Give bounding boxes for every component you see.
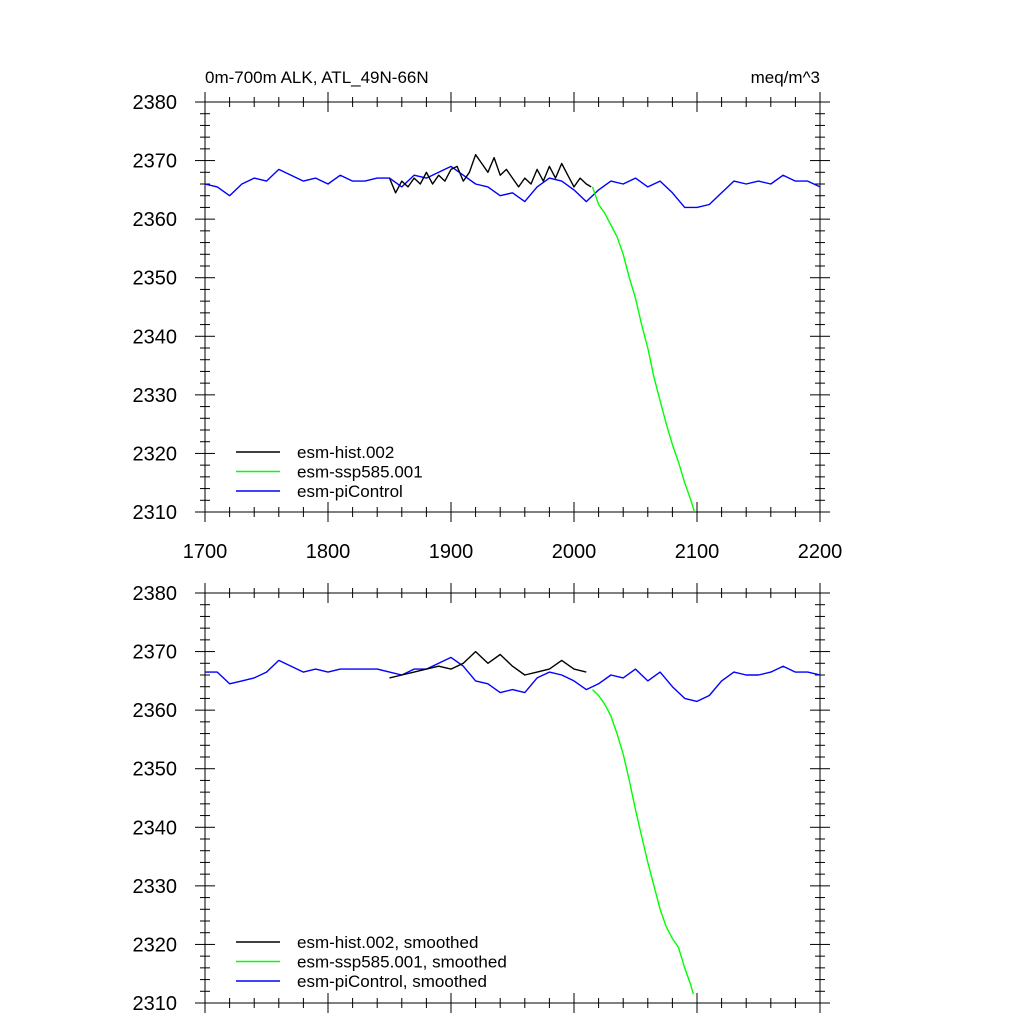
panel-1-x-tick-label: 1700 — [183, 541, 228, 563]
panel-1-y-tick-label: 2380 — [133, 92, 178, 114]
panel-2-series-line-3 — [205, 656, 820, 703]
panel-1-legend-label-3: esm-piControl — [297, 482, 403, 501]
panel-2-plot-frame — [204, 592, 821, 1004]
panel-1-x-tick-label: 2200 — [798, 541, 843, 563]
chart-title-left: 0m-700m ALK, ATL_49N-66N — [205, 68, 429, 87]
panel-1-series-line-2 — [591, 186, 696, 512]
panel-1-x-tick-label: 2100 — [675, 541, 720, 563]
panel-2-y-tick-label: 2380 — [133, 583, 178, 605]
panel-1-legend-label-2: esm-ssp585.001 — [297, 463, 423, 482]
panel-2-y-tick-label: 2320 — [133, 934, 178, 956]
panel-1-y-tick-label: 2310 — [133, 502, 178, 524]
panel-2-legend-label-1: esm-hist.002, smoothed — [297, 933, 478, 952]
panel-2-legend-label-3: esm-piControl, smoothed — [297, 972, 487, 991]
panel-2-legend-label-2: esm-ssp585.001, smoothed — [297, 953, 507, 972]
panel-1-y-tick-label: 2330 — [133, 385, 178, 407]
panel-1-plot-frame — [204, 101, 821, 513]
chart-title-right: meq/m^3 — [751, 68, 820, 87]
panel-2-series-line-2 — [592, 689, 694, 995]
panel-1-y-tick-label: 2370 — [133, 151, 178, 173]
panel-2-y-tick-label: 2360 — [133, 700, 178, 722]
panel-1-x-tick-label: 1800 — [306, 541, 351, 563]
panel-1-y-tick-label: 2350 — [133, 268, 178, 290]
panel-1-series-line-3 — [205, 165, 820, 209]
panel-2-series-line-1 — [389, 650, 587, 679]
panel-1-series-line-1 — [388, 153, 592, 194]
panel-1-x-tick-label: 1900 — [429, 541, 474, 563]
panel-2-y-tick-label: 2330 — [133, 876, 178, 898]
panel-1-legend-label-1: esm-hist.002 — [297, 443, 394, 462]
panel-1-x-tick-label: 2000 — [552, 541, 597, 563]
panel-2-y-tick-label: 2370 — [133, 642, 178, 664]
panel-2-y-tick-label: 2310 — [133, 993, 178, 1015]
panel-2-y-tick-label: 2350 — [133, 759, 178, 781]
panel-1-y-tick-label: 2320 — [133, 443, 178, 465]
panel-1-y-tick-label: 2340 — [133, 326, 178, 348]
panel-1-y-tick-label: 2360 — [133, 209, 178, 231]
panel-2-y-tick-label: 2340 — [133, 817, 178, 839]
